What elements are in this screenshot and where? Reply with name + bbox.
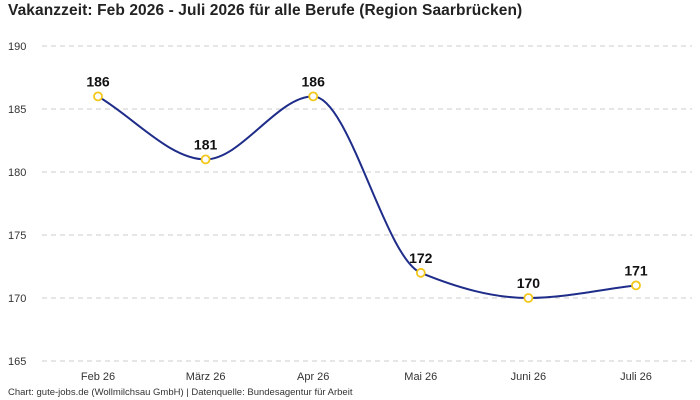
- y-axis-ticks: 165 170 175 180 185 190: [8, 41, 26, 368]
- x-tick-label: Feb 26: [81, 371, 115, 383]
- x-tick-label: Juni 26: [511, 371, 546, 383]
- data-point: [200, 154, 211, 165]
- data-markers: [93, 91, 641, 303]
- y-tick-label: 180: [8, 167, 26, 179]
- data-point: [93, 91, 103, 102]
- data-label: 172: [409, 250, 433, 266]
- series-line: [97, 95, 637, 300]
- data-label: 181: [194, 136, 218, 152]
- chart-source-footer: Chart: gute-jobs.de (Wollmilchsau GmbH) …: [8, 387, 353, 398]
- x-axis-ticks: Feb 26 März 26 Apr 26 Mai 26 Juni 26 Juli 26: [81, 371, 652, 383]
- data-labels: 186 181 186 172 170 171: [86, 73, 648, 291]
- data-point: [631, 280, 641, 291]
- x-tick-label: Apr 26: [297, 371, 329, 383]
- data-label: 186: [302, 73, 326, 89]
- data-label: 186: [86, 73, 110, 89]
- x-tick-label: Juli 26: [620, 371, 652, 383]
- y-tick-label: 175: [8, 230, 26, 242]
- y-tick-label: 165: [8, 356, 26, 368]
- y-tick-label: 190: [8, 41, 26, 53]
- grid-lines: [42, 45, 692, 362]
- data-label: 171: [624, 262, 648, 278]
- data-label: 170: [517, 275, 541, 291]
- data-point: [308, 91, 319, 102]
- y-tick-label: 170: [8, 293, 26, 305]
- x-tick-label: Mai 26: [404, 371, 437, 383]
- x-tick-label: März 26: [186, 371, 226, 383]
- data-point: [523, 293, 534, 303]
- y-tick-label: 185: [8, 104, 26, 116]
- data-point: [415, 267, 426, 278]
- chart-title: Vakanzzeit: Feb 2026 - Juli 2026 für all…: [8, 2, 523, 19]
- series-lines: [97, 95, 637, 300]
